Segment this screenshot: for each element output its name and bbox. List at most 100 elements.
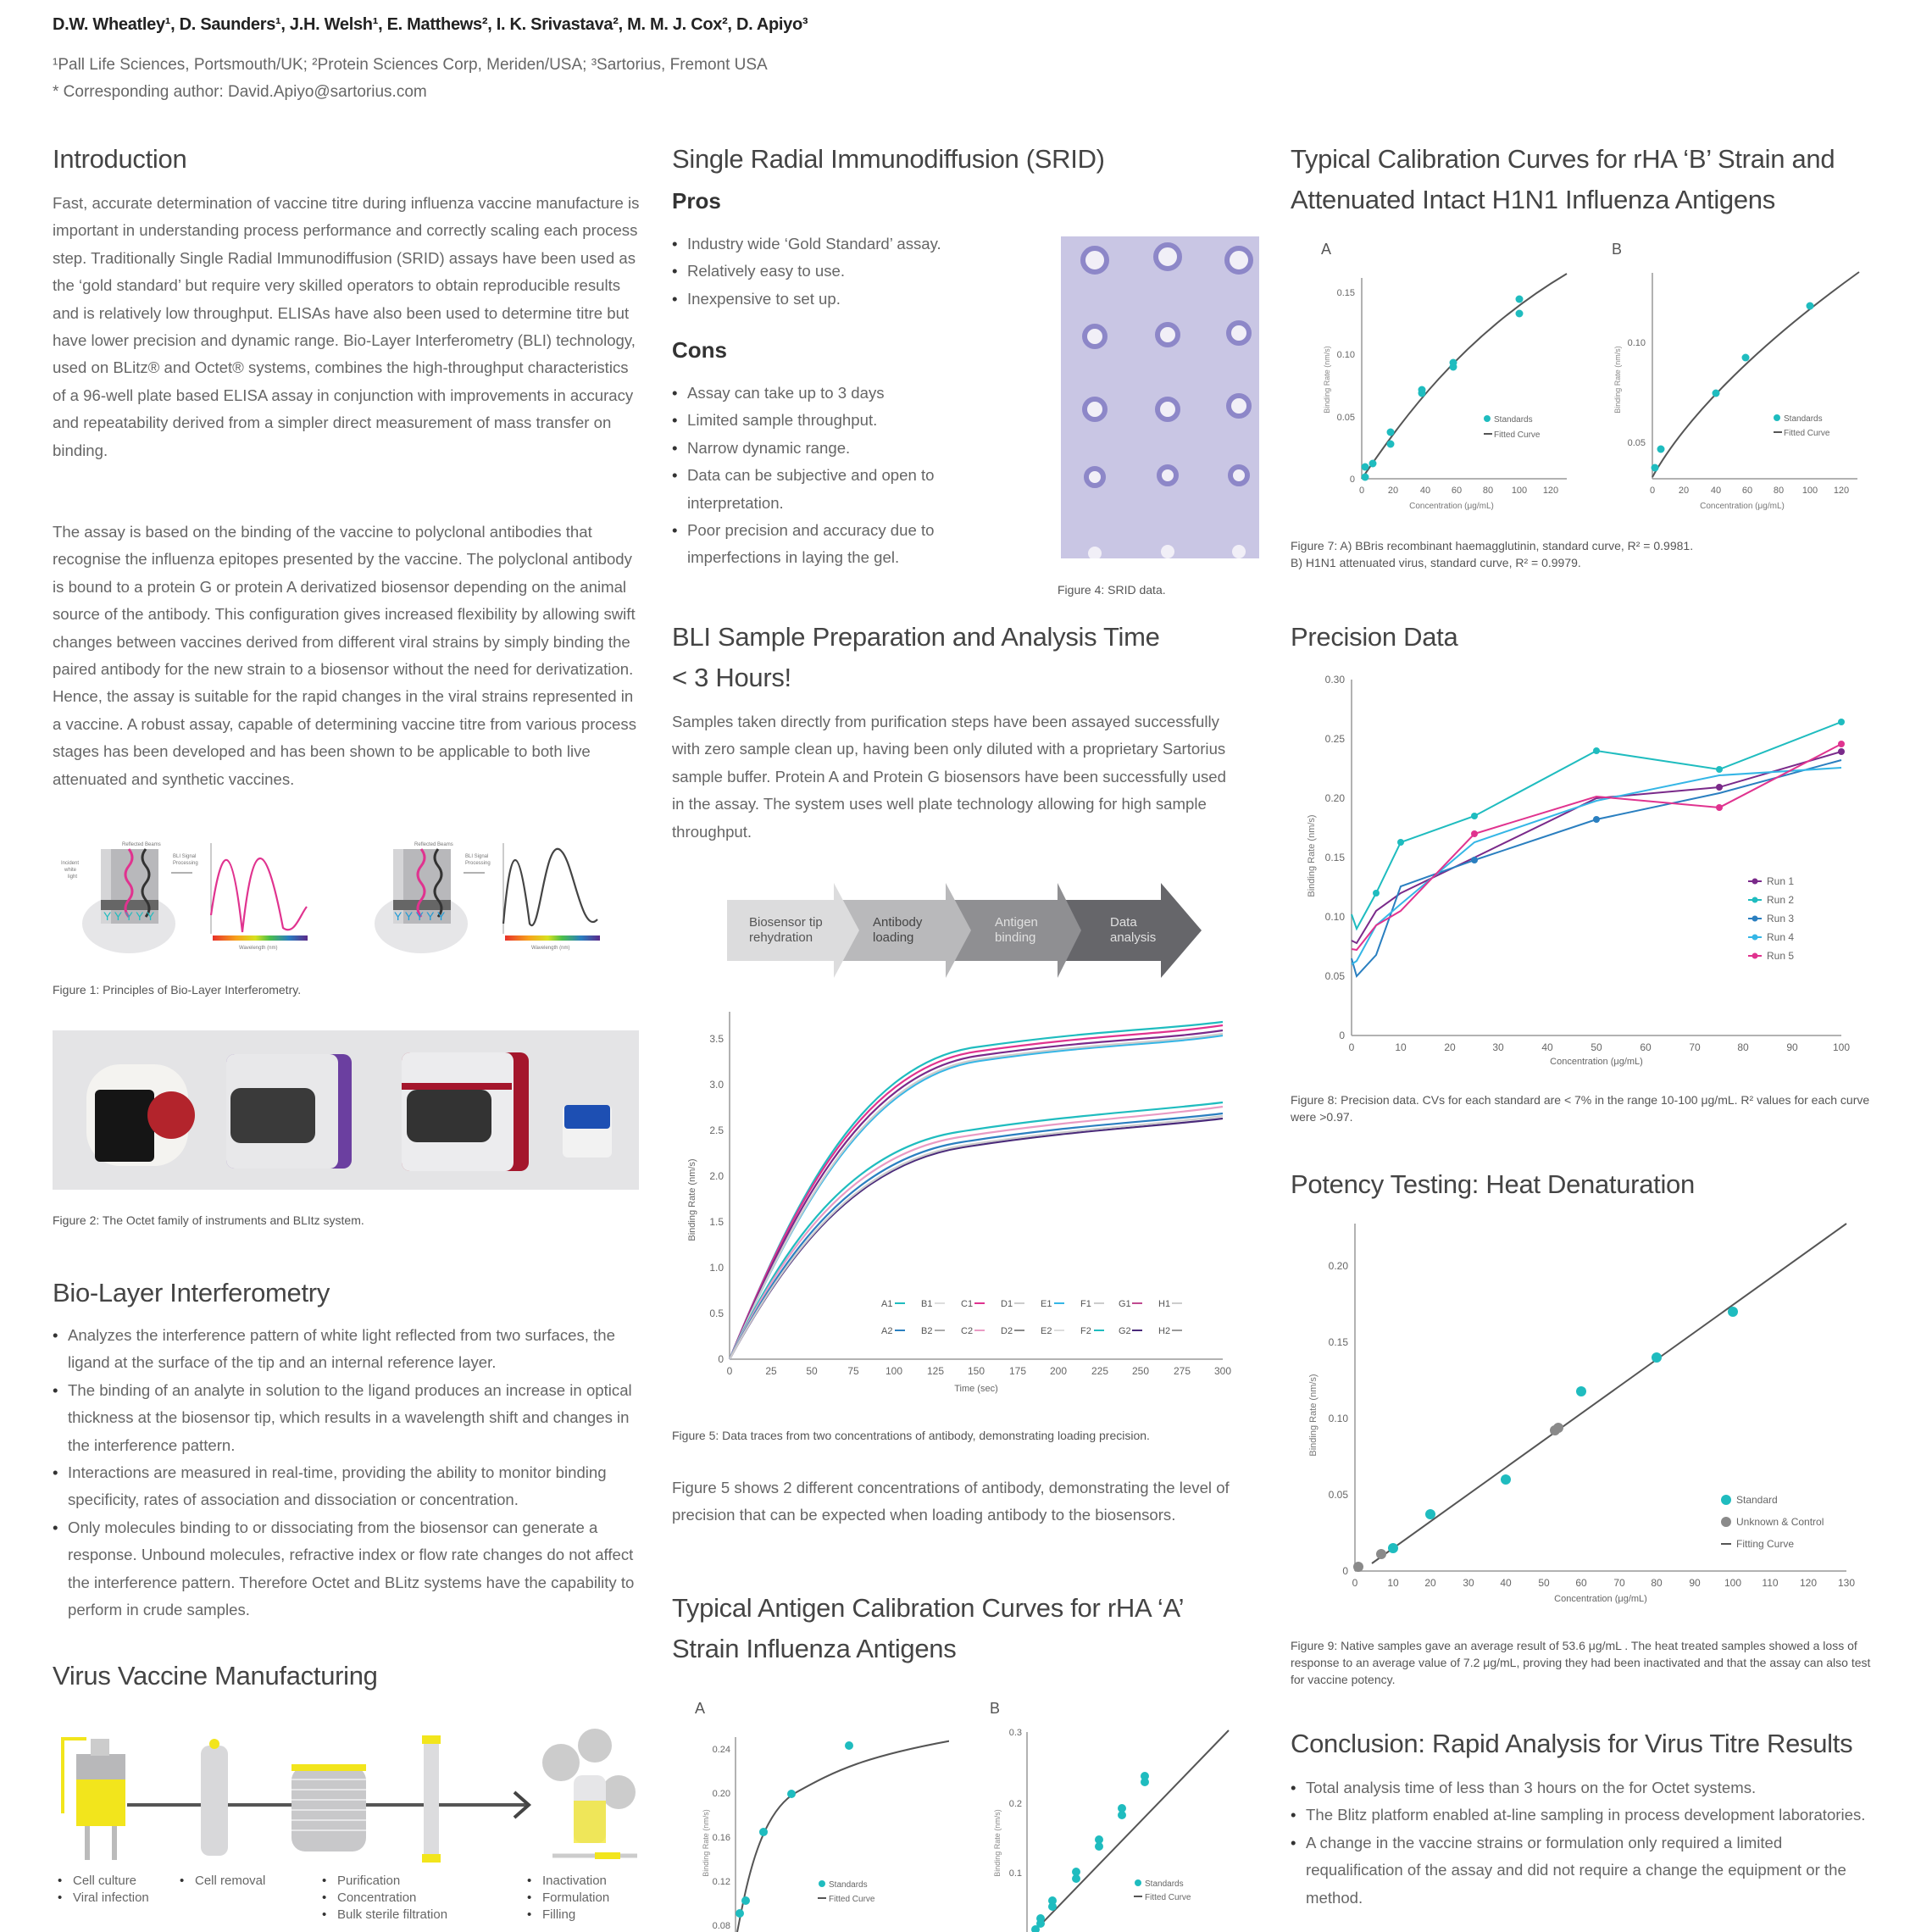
interference-plot-right: Wavelength (nm) xyxy=(502,843,600,951)
svg-text:20: 20 xyxy=(1388,486,1398,496)
srid-cons-list: Assay can take up to 3 days Limited samp… xyxy=(672,380,977,572)
svg-text:30: 30 xyxy=(1463,1577,1474,1589)
srid-gel-image xyxy=(1061,236,1259,560)
svg-text:40: 40 xyxy=(1711,486,1721,496)
figure5-followup: Figure 5 shows 2 different concentration… xyxy=(672,1479,1230,1524)
bioreactor-icon xyxy=(61,1737,125,1860)
svg-text:25: 25 xyxy=(765,1365,777,1377)
srid-wells xyxy=(1080,242,1253,560)
svg-text:100: 100 xyxy=(1833,1041,1850,1053)
svg-text:100: 100 xyxy=(1724,1577,1741,1589)
sample-prep-paragraph: Samples taken directly from purification… xyxy=(672,713,1226,841)
manufacturing-step-1: Cell culture Viral infection xyxy=(58,1873,185,1907)
manufacturing-step-2: Cell removal xyxy=(180,1873,298,1890)
figure6-title-2: Strain Influenza Antigens xyxy=(672,1634,957,1663)
svg-text:0.15: 0.15 xyxy=(1337,288,1355,298)
svg-text:90: 90 xyxy=(1786,1041,1798,1053)
svg-text:B2: B2 xyxy=(921,1326,932,1336)
svg-text:A1: A1 xyxy=(881,1299,892,1309)
figure5-legend: A1 B1 C1 D1 E1 F1 G1 H1 A2 B2 C2 D2 E2 F… xyxy=(881,1299,1182,1336)
srid-title: Single Radial Immunodiffusion (SRID) xyxy=(672,144,1105,174)
svg-text:Reflected Beams: Reflected Beams xyxy=(122,842,161,847)
svg-text:0.2: 0.2 xyxy=(1009,1799,1022,1809)
svg-text:60: 60 xyxy=(1640,1041,1652,1053)
precision-plot: 00.050.10 0.150.200.250.30 0 10 20 30 40 50 … xyxy=(1307,674,1850,1067)
authors: D.W. Wheatley¹, D. Saunders¹, J.H. Welsh… xyxy=(53,15,808,34)
svg-text:0.05: 0.05 xyxy=(1329,1489,1349,1501)
bli-bullet: The binding of an analyte in solution to… xyxy=(53,1377,646,1459)
svg-text:Concentration (μg/mL): Concentration (μg/mL) xyxy=(1409,502,1494,511)
precision-title: Precision Data xyxy=(1291,622,1458,652)
svg-text:Fitted Curve: Fitted Curve xyxy=(829,1895,875,1904)
svg-text:0.05: 0.05 xyxy=(1325,970,1346,982)
svg-text:0.25: 0.25 xyxy=(1325,733,1346,745)
manufacturing-title: Virus Vaccine Manufacturing xyxy=(53,1661,378,1690)
biosensor-tip-right: Y Y Y Y Y Reflected Beams BLI Signal Pro… xyxy=(375,842,491,953)
bli-bullet: Interactions are measured in real-time, … xyxy=(53,1459,646,1514)
figure7-caption: Figure 7: A) BBris recombinant haemagglu… xyxy=(1291,539,1694,569)
svg-text:60: 60 xyxy=(1742,486,1752,496)
svg-text:0.5: 0.5 xyxy=(709,1307,724,1319)
srid-pros-title: Pros xyxy=(672,188,721,214)
svg-text:0.1: 0.1 xyxy=(1009,1868,1022,1879)
svg-text:E1: E1 xyxy=(1041,1299,1052,1309)
workflow-step-3: Antigen binding xyxy=(995,915,1038,945)
bli-principle-illustration: Y Y Y Y Y Reflected Beams Incident white… xyxy=(61,842,600,953)
figure7b-chart: B 0.05 0.10 0 20 40 60 80 100 120 Concentratio… xyxy=(1581,236,1869,515)
svg-text:A: A xyxy=(695,1700,705,1717)
workflow-step-2: Antibody loading xyxy=(873,915,923,945)
svg-text:50: 50 xyxy=(806,1365,818,1377)
affiliations: ¹Pall Life Sciences, Portsmouth/UK; ²Pro… xyxy=(53,56,768,74)
svg-text:H2: H2 xyxy=(1158,1326,1170,1336)
figure9-chart: 0 0.05 0.10 0.15 0.20 0 10 20 30 40 50 60 70 80 9… xyxy=(1291,1212,1884,1610)
svg-text:100: 100 xyxy=(886,1365,902,1377)
svg-text:Concentration (μg/mL): Concentration (μg/mL) xyxy=(1550,1057,1643,1067)
svg-text:80: 80 xyxy=(1774,486,1784,496)
conclusion-title: Conclusion: Rapid Analysis for Virus Tit… xyxy=(1291,1729,1853,1758)
figure6b-chart: B 0.3 0.2 0.1 Binding Rate (nm/s) Standard… xyxy=(966,1695,1237,1932)
svg-text:C1: C1 xyxy=(961,1299,973,1309)
svg-text:60: 60 xyxy=(1452,486,1462,496)
svg-text:Incident: Incident xyxy=(61,861,79,866)
conclusion-bullet: The Blitz platform enabled at-line sampl… xyxy=(1291,1802,1867,1829)
svg-text:D1: D1 xyxy=(1001,1299,1013,1309)
introduction-para-1: Fast, accurate determination of vaccine … xyxy=(53,194,640,459)
svg-text:0: 0 xyxy=(1339,1030,1345,1041)
svg-text:0: 0 xyxy=(1352,1577,1358,1589)
octet-instrument-3 xyxy=(402,1052,529,1171)
svg-text:0.10: 0.10 xyxy=(1337,350,1355,360)
figure8-chart: 0 0.05 0.10 0.15 0.20 0.25 0.30 0 10 20 30 40 50 … xyxy=(1291,669,1884,1068)
svg-text:Concentration (μg/mL): Concentration (μg/mL) xyxy=(1700,502,1785,511)
svg-text:Standard: Standard xyxy=(1736,1494,1778,1506)
svg-text:C2: C2 xyxy=(961,1326,973,1336)
bli-title: Bio-Layer Interferometry xyxy=(53,1278,330,1307)
svg-text:D2: D2 xyxy=(1001,1326,1013,1336)
svg-text:0: 0 xyxy=(1350,475,1355,485)
svg-text:20: 20 xyxy=(1444,1041,1456,1053)
svg-text:Wavelength (nm): Wavelength (nm) xyxy=(239,946,277,951)
svg-text:0.08: 0.08 xyxy=(713,1921,730,1931)
svg-text:75: 75 xyxy=(847,1365,859,1377)
svg-text:200: 200 xyxy=(1050,1365,1067,1377)
svg-text:Binding Rate (nm/s): Binding Rate (nm/s) xyxy=(702,1809,710,1877)
centrifuge-icon xyxy=(201,1739,228,1856)
svg-text:H1: H1 xyxy=(1158,1299,1170,1309)
manufacturing-step-3: Purification Concentration Bulk sterile … xyxy=(322,1873,491,1924)
svg-text:120: 120 xyxy=(1800,1577,1817,1589)
figure5-chart: 0 0.5 1.0 1.5 2.0 2.5 3.0 3.5 0 25 50 75 100 125 … xyxy=(678,1005,1237,1403)
svg-text:Y Y Y Y Y: Y Y Y Y Y xyxy=(394,909,446,923)
svg-text:G1: G1 xyxy=(1119,1299,1131,1309)
svg-text:300: 300 xyxy=(1214,1365,1231,1377)
svg-text:BLI Signal: BLI Signal xyxy=(465,854,488,859)
figure7a-plot: A 0 0.05 0.10 0.15 0 20 40 60 80 100 120 Concent… xyxy=(1321,241,1568,511)
svg-text:Reflected Beams: Reflected Beams xyxy=(414,842,453,847)
figure6a-chart: A 0.24 0.20 0.16 0.12 0.08 Binding Rate (nm… xyxy=(678,1695,963,1932)
biosensor-tip-left: Y Y Y Y Y Reflected Beams Incident white… xyxy=(61,842,198,953)
svg-text:0.30: 0.30 xyxy=(1325,674,1346,686)
figure7a-chart: A 0 0.05 0.10 0.15 0 20 40 60 80 100 120 Concent… xyxy=(1291,236,1579,515)
svg-text:250: 250 xyxy=(1132,1365,1149,1377)
svg-text:Processing: Processing xyxy=(173,861,198,866)
svg-text:70: 70 xyxy=(1613,1577,1625,1589)
figure7-title-2: Attenuated Intact H1N1 Influenza Antigen… xyxy=(1291,185,1775,214)
svg-text:B1: B1 xyxy=(921,1299,932,1309)
